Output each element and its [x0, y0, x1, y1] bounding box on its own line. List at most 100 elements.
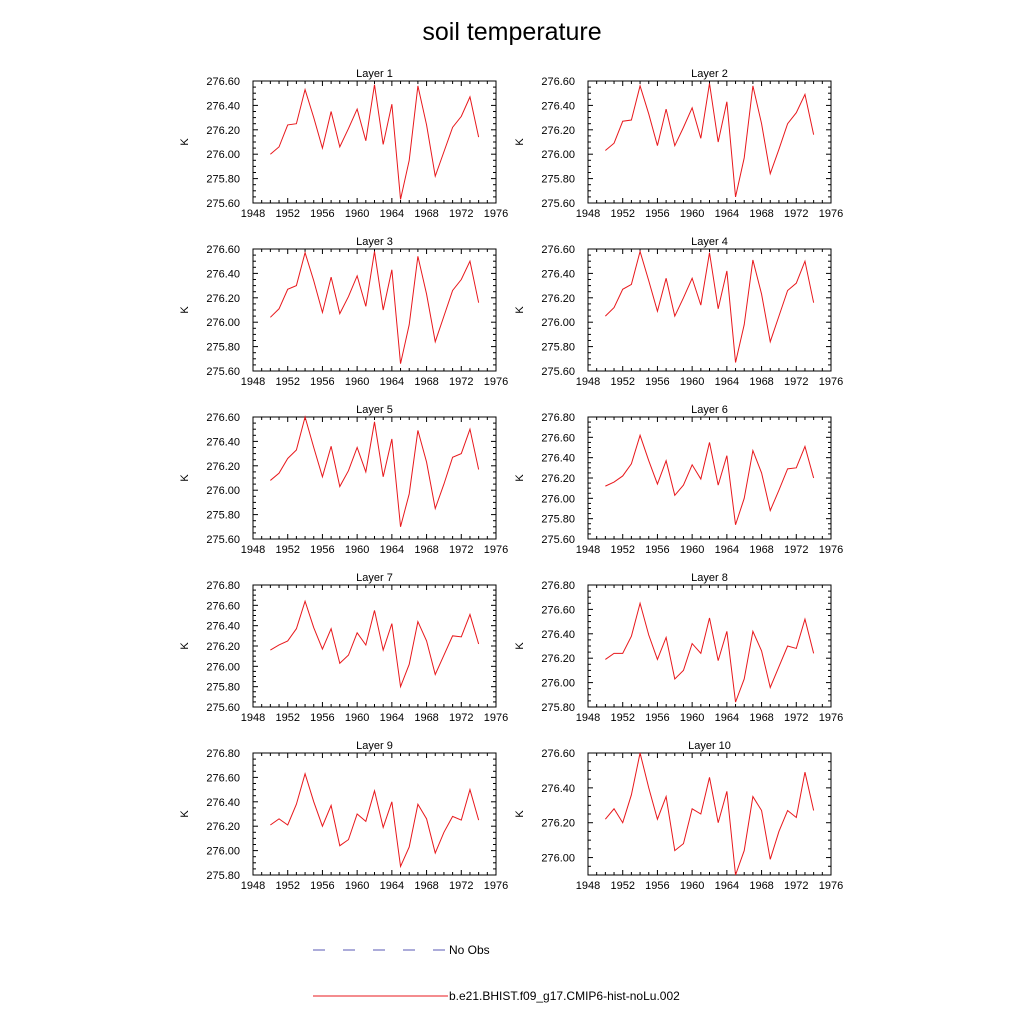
x-tick-label: 1960	[345, 544, 369, 556]
y-tick-label: 275.60	[541, 198, 575, 210]
x-tick-label: 1964	[715, 544, 739, 556]
series-line	[270, 250, 480, 364]
x-tick-label: 1948	[241, 544, 265, 556]
x-tick-label: 1952	[275, 544, 299, 556]
x-tick-label: 1960	[680, 376, 704, 388]
x-tick-label: 1972	[784, 712, 808, 724]
y-tick-label: 276.00	[206, 661, 240, 673]
plot-frame	[252, 752, 497, 876]
series-line	[605, 433, 815, 525]
plot-frame	[252, 584, 497, 708]
y-tick-label: 275.60	[541, 534, 575, 546]
x-tick-label: 1948	[241, 880, 265, 892]
y-tick-label: 276.20	[206, 821, 240, 833]
y-axis-label: K	[179, 138, 191, 146]
x-tick-label: 1960	[345, 880, 369, 892]
plot-frame	[587, 416, 832, 540]
series-line	[605, 601, 815, 703]
x-tick-label: 1956	[310, 376, 334, 388]
y-axis-label: K	[179, 474, 191, 482]
x-tick-label: 1952	[275, 712, 299, 724]
panel-layer-7: Layer 7 K 1948 1952 1956 1960 1964 1968 1972 1976…	[179, 572, 508, 724]
x-tick-label: 1972	[784, 376, 808, 388]
y-tick-label: 276.00	[541, 678, 575, 690]
panel-layer-5: Layer 5 K 1948 1952 1956 1960 1964 1968 1972 1976…	[179, 404, 508, 556]
x-tick-label: 1964	[380, 880, 404, 892]
y-tick-label: 276.80	[541, 412, 575, 424]
y-axis-label: K	[514, 642, 526, 650]
y-tick-label: 276.00	[541, 149, 575, 161]
x-tick-label: 1948	[576, 880, 600, 892]
y-tick-label: 276.40	[541, 783, 575, 795]
x-tick-label: 1952	[610, 544, 634, 556]
y-tick-label: 276.20	[206, 293, 240, 305]
panel-title: Layer 3	[356, 236, 393, 248]
panel-title: Layer 8	[691, 572, 728, 584]
y-tick-label: 276.60	[541, 604, 575, 616]
panel-layer-9: Layer 9 K 1948 1952 1956 1960 1964 1968 1972 1976…	[179, 740, 508, 892]
y-tick-label: 276.20	[541, 473, 575, 485]
panel-layer-1: Layer 1 K 1948 1952 1956 1960 1964 1968 1972 1976…	[179, 68, 508, 220]
plot-frame	[587, 584, 832, 708]
y-tick-label: 276.60	[206, 244, 240, 256]
y-tick-label: 276.80	[206, 580, 240, 592]
y-tick-label: 276.20	[206, 461, 240, 473]
y-tick-label: 275.80	[541, 514, 575, 526]
panel-layer-3: Layer 3 K 1948 1952 1956 1960 1964 1968 1972 1976…	[179, 236, 508, 388]
x-tick-label: 1948	[576, 544, 600, 556]
x-tick-label: 1956	[645, 208, 669, 220]
x-tick-label: 1972	[784, 880, 808, 892]
plot-frame	[587, 752, 832, 876]
y-tick-label: 276.00	[206, 317, 240, 329]
y-tick-label: 275.80	[206, 682, 240, 694]
x-tick-label: 1976	[484, 880, 508, 892]
x-tick-label: 1956	[645, 376, 669, 388]
y-tick-label: 276.60	[541, 244, 575, 256]
x-tick-label: 1956	[310, 712, 334, 724]
series-line	[270, 415, 480, 527]
plot-frame	[252, 416, 497, 540]
x-tick-label: 1968	[414, 712, 438, 724]
panel-layer-4: Layer 4 K 1948 1952 1956 1960 1964 1968 1972 1976…	[514, 236, 843, 388]
legend: No Obs b.e21.BHIST.f09_g17.CMIP6-hist-no…	[313, 943, 680, 1003]
panel-layer-2: Layer 2 K 1948 1952 1956 1960 1964 1968 1972 1976…	[514, 68, 843, 220]
y-tick-label: 276.60	[206, 412, 240, 424]
x-tick-label: 1972	[449, 544, 473, 556]
x-tick-label: 1976	[484, 544, 508, 556]
x-tick-label: 1972	[784, 544, 808, 556]
x-tick-label: 1964	[380, 376, 404, 388]
x-tick-label: 1952	[610, 208, 634, 220]
legend-obs-label: No Obs	[449, 943, 490, 957]
x-tick-label: 1960	[345, 208, 369, 220]
y-tick-label: 275.60	[206, 366, 240, 378]
x-tick-label: 1972	[784, 208, 808, 220]
y-tick-label: 276.60	[541, 748, 575, 760]
y-tick-label: 276.80	[541, 580, 575, 592]
x-tick-label: 1956	[645, 544, 669, 556]
y-tick-label: 276.00	[541, 493, 575, 505]
y-tick-label: 275.80	[206, 342, 240, 354]
panel-title: Layer 7	[356, 572, 393, 584]
x-tick-label: 1948	[241, 712, 265, 724]
y-tick-label: 276.40	[541, 268, 575, 280]
x-tick-label: 1964	[715, 376, 739, 388]
series-line	[270, 599, 480, 689]
series-line	[604, 752, 815, 876]
x-tick-label: 1972	[449, 712, 473, 724]
x-tick-label: 1964	[380, 712, 404, 724]
y-tick-label: 276.00	[541, 317, 575, 329]
y-tick-label: 276.20	[541, 818, 575, 830]
series-line	[270, 771, 480, 869]
plot-frame	[252, 80, 497, 204]
x-tick-label: 1972	[449, 880, 473, 892]
y-tick-label: 276.40	[206, 100, 240, 112]
y-axis-label: K	[179, 810, 191, 818]
series-line	[270, 84, 480, 200]
x-tick-label: 1952	[275, 208, 299, 220]
plot-frame	[587, 248, 832, 372]
x-tick-label: 1960	[680, 712, 704, 724]
legend-model-label: b.e21.BHIST.f09_g17.CMIP6-hist-noLu.002	[449, 989, 680, 1003]
x-tick-label: 1952	[275, 880, 299, 892]
y-axis-label: K	[514, 306, 526, 314]
x-tick-label: 1948	[576, 712, 600, 724]
